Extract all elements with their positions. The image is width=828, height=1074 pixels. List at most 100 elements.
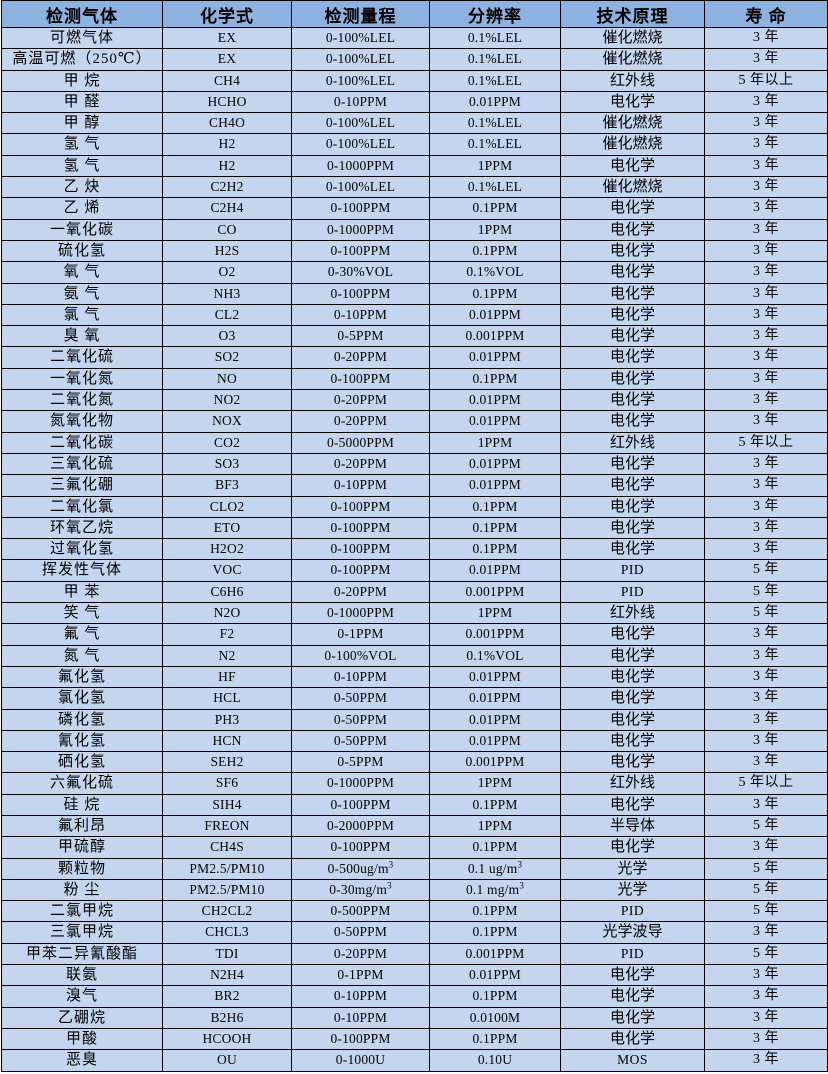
cell-resolution: 0.001PPM (429, 623, 561, 646)
cell-gas: 二氧化碳 (1, 431, 163, 454)
cell-gas: 颗粒物 (1, 857, 163, 880)
cell-technology: 电化学 (560, 623, 705, 646)
superscript: 3 (517, 859, 523, 870)
cell-resolution: 1PPM (429, 772, 561, 795)
cell-gas: 挥发性气体 (1, 559, 163, 582)
cell-gas: 可燃气体 (1, 26, 163, 50)
cell-formula: CH4O (162, 112, 292, 135)
cell-formula: HCOOH (162, 1027, 292, 1051)
cell-formula: PM2.5/PM10 (162, 857, 292, 880)
cell-gas: 联氨 (1, 964, 163, 987)
cell-technology: 电化学 (560, 708, 705, 731)
cell-range: 0-20PPM (291, 580, 430, 604)
cell-gas: 氢 气 (1, 154, 163, 178)
table-row: 乙 烯 C2H4 0-100PPM 0.1PPM 电化学 3 年 (1, 197, 828, 220)
cell-formula: B2H6 (162, 1006, 292, 1029)
cell-formula: SF6 (162, 772, 292, 795)
cell-formula: SO2 (162, 346, 292, 369)
table-row: 乙硼烷 B2H6 0-10PPM 0.0100M 电化学 3 年 (1, 1006, 828, 1029)
table-row: 恶臭 OU 0-1000U 0.10U MOS 3 年 (1, 1049, 828, 1072)
cell-formula: CLO2 (162, 495, 292, 518)
table-row: 环氧乙烷 ETO 0-100PPM 0.1PPM 电化学 3 年 (1, 516, 828, 540)
cell-resolution: 1PPM (429, 218, 561, 241)
cell-range: 0-100PPM (291, 197, 430, 220)
cell-range: 0-100PPM (291, 793, 430, 816)
cell-technology: PID (560, 900, 705, 923)
table-row: 挥发性气体 VOC 0-100PPM 0.01PPM PID 5 年 (1, 559, 828, 582)
cell-formula: HCN (162, 729, 292, 753)
table-row: 二氯甲烷 CH2CL2 0-500PPM 0.1PPM PID 5 年 (1, 900, 828, 923)
cell-formula: O3 (162, 325, 292, 348)
cell-technology: 红外线 (560, 602, 705, 625)
cell-lifespan: 3 年 (704, 1049, 828, 1072)
cell-gas: 硒化氢 (1, 751, 163, 774)
cell-gas: 粉 尘 (1, 878, 163, 902)
cell-technology: 电化学 (560, 303, 705, 327)
superscript: 3 (519, 880, 525, 891)
cell-resolution: 0.01PPM (429, 729, 561, 753)
cell-lifespan: 5 年 (704, 857, 828, 880)
cell-lifespan: 3 年 (704, 452, 828, 476)
cell-gas: 二氧化硫 (1, 346, 163, 369)
table-row: 过氧化氢 H2O2 0-100PPM 0.1PPM 电化学 3 年 (1, 538, 828, 561)
cell-resolution: 0.1 ug/m3 (429, 857, 561, 880)
cell-technology: 电化学 (560, 474, 705, 497)
cell-gas: 氰化氢 (1, 729, 163, 753)
cell-lifespan: 5 年以上 (704, 69, 828, 92)
cell-formula: H2 (162, 133, 292, 156)
table-row: 氧 气 O2 0-30%VOL 0.1%VOL 电化学 3 年 (1, 261, 828, 284)
table-row: 甲 烷 CH4 0-100%LEL 0.1%LEL 红外线 5 年以上 (1, 69, 828, 92)
cell-formula: CL2 (162, 303, 292, 327)
table-row: 高温可燃（250℃） EX 0-100%LEL 0.1%LEL 催化燃烧 3 年 (1, 48, 828, 71)
cell-formula: N2 (162, 644, 292, 667)
cell-lifespan: 3 年 (704, 985, 828, 1008)
cell-technology: 电化学 (560, 516, 705, 540)
cell-gas: 甲苯二异氰酸酯 (1, 942, 163, 966)
cell-lifespan: 3 年 (704, 176, 828, 199)
cell-resolution: 0.01PPM (429, 687, 561, 710)
cell-gas: 六氟化硫 (1, 772, 163, 795)
cell-resolution: 0.01PPM (429, 474, 561, 497)
cell-resolution: 0.01PPM (429, 665, 561, 689)
table-row: 颗粒物 PM2.5/PM10 0-500ug/m3 0.1 ug/m3 光学 5 年 (1, 857, 828, 880)
table-row: 六氟化硫 SF6 0-1000PPM 1PPM 红外线 5 年以上 (1, 772, 828, 795)
cell-range: 0-50PPM (291, 921, 430, 944)
cell-technology: 催化燃烧 (560, 112, 705, 135)
table-header: 检测气体 化学式 检测量程 分辨率 技术原理 寿 命 (1, 0, 828, 28)
column-header-range: 检测量程 (291, 0, 430, 28)
table-row: 可燃气体 EX 0-100%LEL 0.1%LEL 催化燃烧 3 年 (1, 26, 828, 50)
cell-technology: 电化学 (560, 90, 705, 114)
cell-technology: 电化学 (560, 836, 705, 859)
table-row: 溴气 BR2 0-10PPM 0.1PPM 电化学 3 年 (1, 985, 828, 1008)
cell-lifespan: 3 年 (704, 154, 828, 178)
cell-technology: 电化学 (560, 985, 705, 1008)
cell-formula: BR2 (162, 985, 292, 1008)
table-row: 氨 气 NH3 0-100PPM 0.1PPM 电化学 3 年 (1, 282, 828, 305)
cell-formula: HF (162, 665, 292, 689)
cell-resolution: 0.1 mg/m3 (429, 878, 561, 902)
cell-technology: 电化学 (560, 644, 705, 667)
header-row: 检测气体 化学式 检测量程 分辨率 技术原理 寿 命 (1, 0, 828, 28)
cell-gas: 氟 气 (1, 623, 163, 646)
cell-lifespan: 3 年 (704, 1006, 828, 1029)
cell-formula: F2 (162, 623, 292, 646)
cell-technology: 光学 (560, 857, 705, 880)
cell-range: 0-10PPM (291, 303, 430, 327)
table-row: 硅 烷 SIH4 0-100PPM 0.1PPM 电化学 3 年 (1, 793, 828, 816)
table-row: 二氧化氯 CLO2 0-100PPM 0.1PPM 电化学 3 年 (1, 495, 828, 518)
cell-lifespan: 3 年 (704, 836, 828, 859)
cell-technology: 红外线 (560, 772, 705, 795)
cell-gas: 甲 烷 (1, 69, 163, 92)
cell-range: 0-1000PPM (291, 772, 430, 795)
cell-gas: 硫化氢 (1, 239, 163, 263)
cell-gas: 甲酸 (1, 1027, 163, 1051)
cell-formula: C6H6 (162, 580, 292, 604)
cell-resolution: 0.01PPM (429, 452, 561, 476)
cell-formula: N2O (162, 602, 292, 625)
cell-lifespan: 3 年 (704, 367, 828, 391)
cell-range: 0-50PPM (291, 729, 430, 753)
cell-gas: 氧 气 (1, 261, 163, 284)
cell-resolution: 0.1PPM (429, 516, 561, 540)
cell-technology: 电化学 (560, 410, 705, 433)
